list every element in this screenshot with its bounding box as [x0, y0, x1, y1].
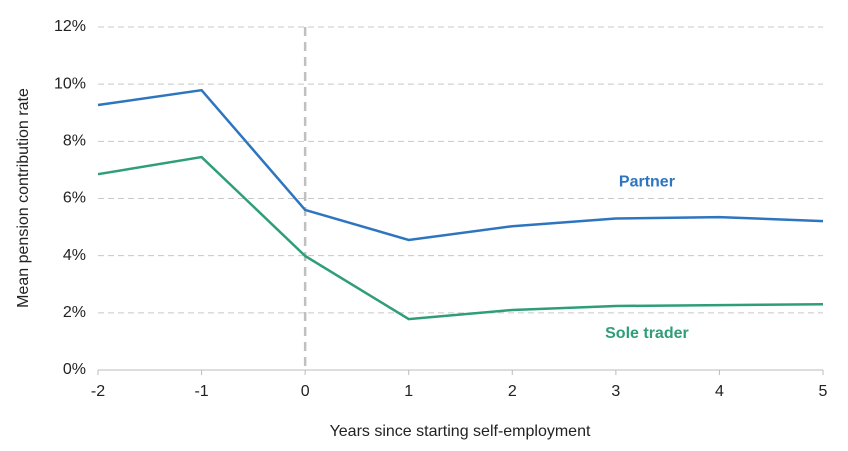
x-tick-label: 3	[611, 383, 620, 400]
y-tick-label: 6%	[63, 190, 86, 207]
y-axis-label: Mean pension contribution rate	[15, 88, 32, 308]
x-tick-label: -2	[91, 383, 105, 400]
x-tick-label: 0	[301, 383, 310, 400]
series-label: Sole trader	[605, 325, 689, 342]
x-tick-label: 2	[508, 383, 517, 400]
x-tick-label: 5	[819, 383, 828, 400]
series-label: Partner	[619, 174, 675, 191]
series-line	[97, 88, 824, 242]
y-tick-label: 12%	[54, 18, 86, 35]
y-tick-label: 10%	[54, 75, 86, 92]
x-axis-label: Years since starting self-employment	[330, 423, 591, 440]
y-tick-label: 0%	[63, 361, 86, 378]
y-tick-label: 8%	[63, 133, 86, 150]
x-tick-label: 4	[715, 383, 724, 400]
y-tick-label: 4%	[63, 247, 86, 264]
y-tick-label: 2%	[63, 304, 86, 321]
series-line	[97, 155, 824, 321]
x-tick-label: 1	[404, 383, 413, 400]
x-tick-label: -1	[194, 383, 208, 400]
